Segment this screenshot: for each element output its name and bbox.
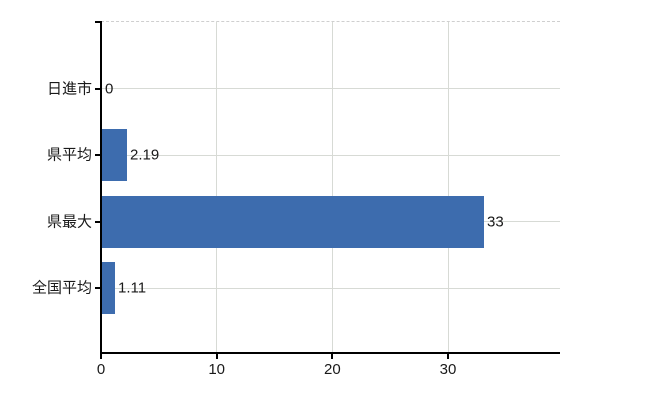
x-tick [100, 354, 102, 359]
gridline-horizontal [101, 88, 560, 89]
category-label: 県最大 [46, 213, 92, 230]
x-tick [215, 354, 218, 359]
x-tick-label: 0 [96, 361, 106, 378]
y-tick [95, 287, 101, 289]
gridline-vertical [331, 22, 333, 353]
value-label: 33 [487, 213, 504, 230]
y-axis-top-tick [95, 21, 101, 23]
bar [102, 195, 484, 248]
x-tick [447, 354, 449, 359]
x-tick-label: 30 [439, 361, 457, 378]
y-tick [95, 220, 101, 223]
x-tick-label: 20 [323, 361, 341, 378]
gridline-vertical [216, 22, 218, 353]
y-axis-line [100, 21, 102, 354]
y-tick [95, 87, 101, 90]
bar [102, 129, 127, 181]
value-label: 2.19 [130, 146, 160, 164]
gridline-horizontal [101, 287, 560, 289]
gridline-vertical [447, 22, 449, 353]
category-label: 全国平均 [31, 279, 92, 297]
x-tick-label: 10 [208, 361, 225, 378]
category-label: 県平均 [46, 146, 92, 164]
y-tick [95, 154, 101, 156]
x-tick [331, 354, 334, 359]
plot-top-border [101, 21, 560, 22]
x-axis-line [100, 352, 560, 354]
category-label: 日進市 [46, 80, 92, 97]
value-label: 0 [105, 80, 114, 97]
gridline-horizontal [101, 154, 560, 156]
bar [102, 262, 115, 314]
value-label: 1.11 [118, 279, 147, 297]
